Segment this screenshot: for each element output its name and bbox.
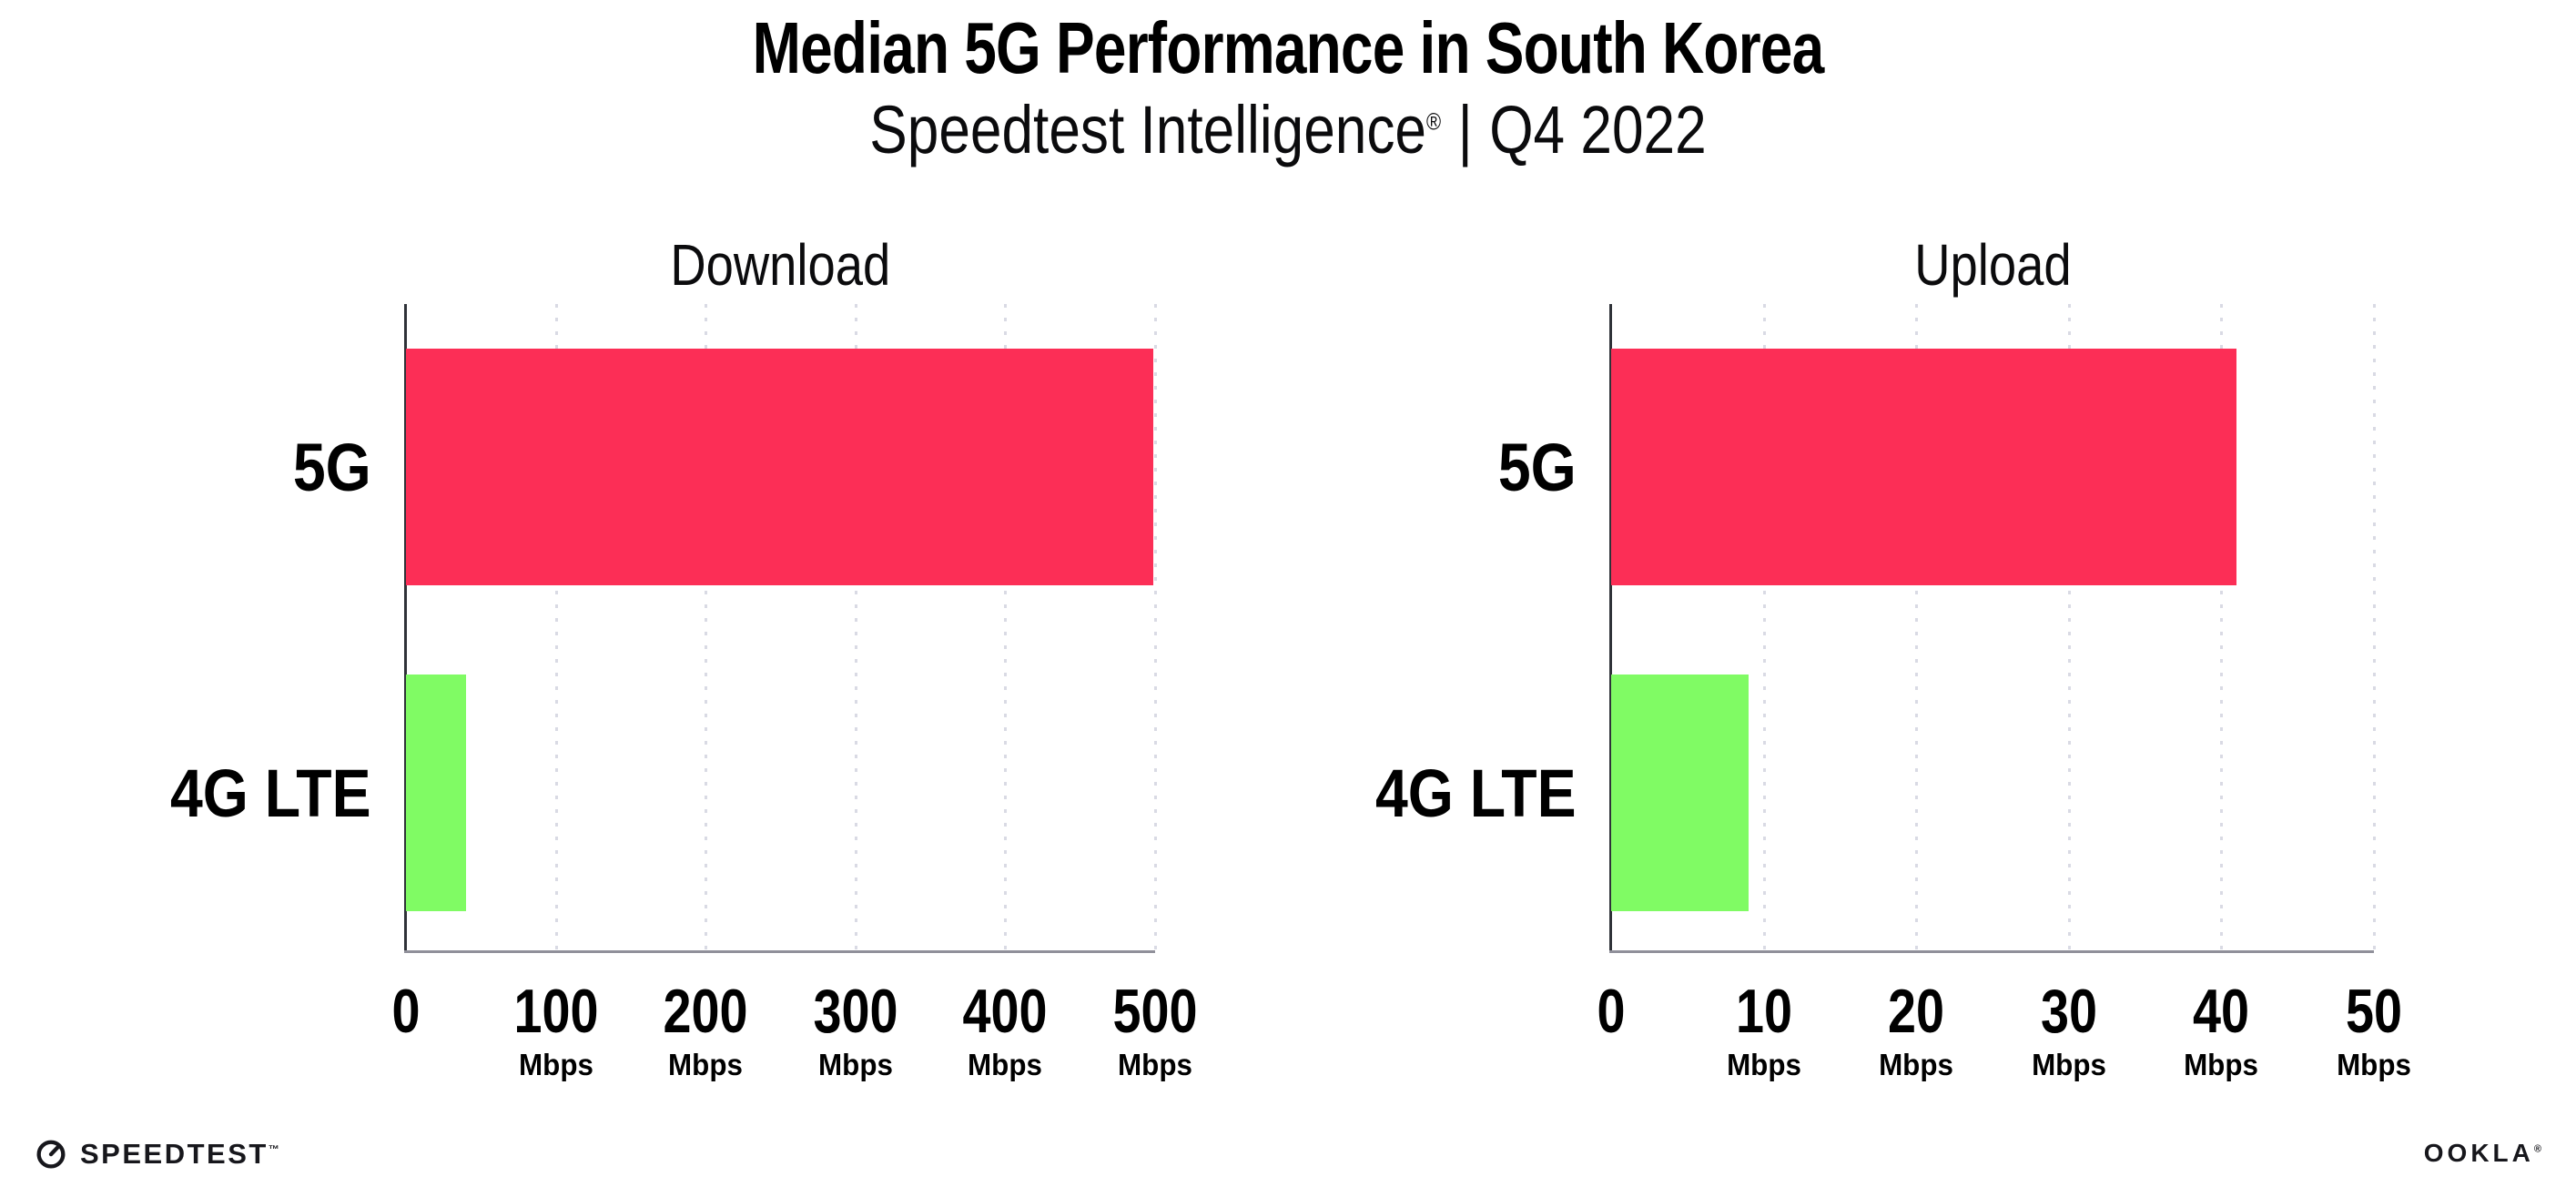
x-tick-unit: Mbps [1726, 1048, 1801, 1081]
speedtest-logo: SPEEDTEST™ [35, 1137, 279, 1170]
4g-lte-category-label: 4G LTE [170, 755, 371, 831]
4g-lte-bar-upload [1611, 675, 1749, 911]
gridline-300 [854, 304, 857, 951]
5g-bar-upload [1611, 349, 2237, 585]
x-tick-unit: Mbps [518, 1048, 593, 1081]
x-tick-unit: Mbps [2031, 1048, 2106, 1081]
x-axis-line [404, 950, 1155, 953]
gridline-500 [1154, 304, 1157, 951]
download-plot-area [404, 304, 1157, 953]
x-tick-10: 10 Mbps [1725, 980, 1803, 1080]
4g-lte-bar-download [406, 675, 466, 911]
speedtest-gauge-icon [35, 1137, 67, 1170]
upload-x-axis-labels: 0 10 Mbps 20 Mbps 30 Mbps 40 Mbps 50 Mbps [1597, 980, 2410, 1126]
x-tick-value: 0 [1597, 977, 1626, 1046]
x-tick-500: 500 Mbps [1103, 980, 1206, 1080]
x-tick-0: 0 [389, 980, 423, 1042]
x-tick-40: 40 Mbps [2182, 980, 2260, 1080]
registered-mark: ® [1425, 107, 1442, 135]
x-tick-value: 0 [391, 977, 421, 1046]
header: Median 5G Performance in South Korea Spe… [0, 7, 2576, 165]
ookla-logo: OOKLA® [2423, 1139, 2541, 1167]
5g-bar-download [406, 349, 1154, 585]
x-tick-value: 30 [2040, 977, 2097, 1046]
footer: SPEEDTEST™ OOKLA® [0, 1121, 2576, 1186]
speedtest-wordmark: SPEEDTEST™ [80, 1137, 279, 1170]
x-tick-value: 20 [1888, 977, 1945, 1046]
y-axis-line [1609, 304, 1612, 953]
subtitle-separator: | [1457, 91, 1473, 167]
gridline-200 [705, 304, 708, 951]
4g-lte-category-label: 4G LTE [1375, 755, 1577, 831]
page-title: Median 5G Performance in South Korea [752, 7, 1825, 88]
x-axis-line [1609, 950, 2374, 953]
gridline-20 [1915, 304, 1919, 951]
download-chart-title: Download [670, 232, 891, 298]
download-x-axis-labels: 0 100 Mbps 200 Mbps 300 Mbps 400 Mbps 500 Mbps [391, 980, 1197, 1126]
x-tick-unit: Mbps [968, 1048, 1043, 1081]
x-tick-unit: Mbps [817, 1048, 893, 1081]
registered-mark: ® [2533, 1143, 2541, 1155]
subtitle-brand: Speedtest Intelligence [869, 91, 1426, 167]
x-tick-value: 50 [2345, 977, 2403, 1046]
x-tick-20: 20 Mbps [1877, 980, 1955, 1080]
x-tick-0: 0 [1594, 980, 1628, 1042]
gridline-400 [1004, 304, 1008, 951]
x-tick-value: 200 [663, 977, 748, 1046]
upload-chart: Upload 0 10 Mbps 20 Mbps 30 Mbps 40 Mbps 50 Mbps 5… [1205, 217, 2443, 1136]
upload-plot-area [1609, 304, 2376, 953]
x-tick-unit: Mbps [2184, 1048, 2259, 1081]
x-tick-value: 300 [813, 977, 898, 1046]
x-tick-value: 40 [2193, 977, 2250, 1046]
y-axis-line [404, 304, 407, 953]
gridline-50 [2373, 304, 2376, 951]
subtitle-period: Q4 2022 [1489, 91, 1707, 167]
x-tick-100: 100 Mbps [504, 980, 607, 1080]
x-tick-unit: Mbps [668, 1048, 744, 1081]
5g-category-label: 5G [1498, 429, 1577, 505]
x-tick-value: 100 [513, 977, 599, 1046]
gridline-10 [1762, 304, 1766, 951]
x-tick-value: 500 [1112, 977, 1198, 1046]
trademark-mark: ™ [268, 1142, 279, 1156]
x-tick-400: 400 Mbps [954, 980, 1057, 1080]
x-tick-unit: Mbps [2337, 1048, 2411, 1081]
x-tick-unit: Mbps [1879, 1048, 1954, 1081]
gridline-40 [2220, 304, 2224, 951]
x-tick-300: 300 Mbps [804, 980, 907, 1080]
x-tick-200: 200 Mbps [654, 980, 756, 1080]
x-tick-unit: Mbps [1118, 1048, 1192, 1081]
gridline-100 [554, 304, 558, 951]
gridline-30 [2067, 304, 2071, 951]
upload-chart-title: Upload [1913, 232, 2072, 298]
5g-category-label: 5G [293, 429, 371, 505]
download-chart: Download 0 100 Mbps 200 Mbps 300 Mbps 400 Mbps 50… [0, 217, 1220, 1136]
page-subtitle: Speedtest Intelligence® | Q4 2022 [206, 91, 2369, 167]
x-tick-value: 10 [1735, 977, 1792, 1046]
x-tick-50: 50 Mbps [2335, 980, 2413, 1080]
x-tick-30: 30 Mbps [2030, 980, 2108, 1080]
x-tick-value: 400 [962, 977, 1048, 1046]
